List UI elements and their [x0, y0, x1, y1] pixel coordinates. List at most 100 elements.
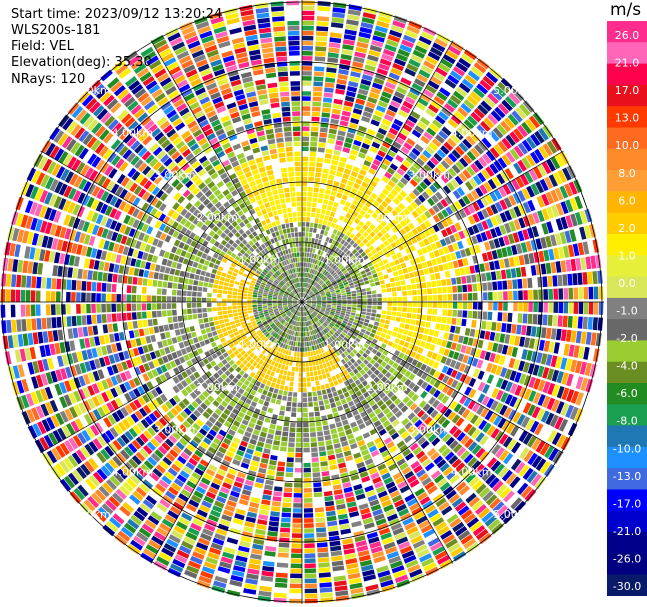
velocity-gate — [304, 272, 307, 278]
velocity-gate — [176, 474, 187, 483]
velocity-gate — [355, 286, 361, 290]
velocity-gate — [384, 278, 390, 284]
velocity-gate — [101, 391, 110, 403]
velocity-gate — [338, 348, 343, 355]
velocity-gate — [354, 488, 364, 496]
velocity-gate — [410, 110, 421, 120]
velocity-gate — [323, 329, 327, 334]
velocity-gate — [302, 282, 304, 287]
velocity-gate — [265, 314, 270, 319]
velocity-gate — [347, 322, 352, 327]
velocity-gate — [558, 246, 565, 259]
velocity-gate — [307, 283, 310, 289]
velocity-gate — [425, 55, 438, 66]
velocity-gate — [92, 471, 104, 484]
velocity-gate — [503, 235, 510, 246]
velocity-gate — [311, 263, 314, 269]
velocity-gate — [435, 134, 445, 144]
velocity-gate — [357, 550, 370, 557]
velocity-gate — [327, 393, 333, 399]
velocity-gate — [311, 296, 316, 299]
velocity-gate — [438, 444, 448, 454]
velocity-gate — [415, 234, 422, 242]
velocity-gate — [305, 295, 310, 299]
velocity-gate — [54, 398, 63, 411]
velocity-gate — [169, 360, 177, 368]
velocity-gate — [458, 209, 467, 219]
velocity-gate — [455, 250, 462, 259]
velocity-gate — [384, 136, 394, 145]
velocity-gate — [582, 316, 588, 330]
velocity-gate — [303, 282, 305, 288]
velocity-gate — [311, 345, 315, 351]
velocity-gate — [326, 260, 331, 266]
velocity-gate — [319, 456, 328, 462]
velocity-gate — [584, 225, 592, 239]
velocity-gate — [188, 476, 199, 485]
velocity-gate — [518, 255, 525, 266]
velocity-gate — [504, 96, 517, 108]
velocity-gate — [320, 229, 325, 235]
velocity-gate — [537, 394, 546, 406]
velocity-gate — [456, 446, 467, 457]
velocity-gate — [398, 109, 409, 118]
velocity-gate — [84, 460, 95, 473]
velocity-gate — [406, 182, 415, 191]
velocity-gate — [394, 410, 403, 418]
velocity-gate — [461, 53, 474, 65]
velocity-gate — [404, 521, 416, 531]
velocity-gate — [392, 95, 403, 104]
velocity-gate — [346, 367, 352, 373]
velocity-gate — [474, 144, 484, 155]
velocity-gate — [450, 342, 457, 351]
velocity-gate — [452, 443, 463, 454]
velocity-gate — [361, 181, 369, 189]
velocity-gate — [522, 361, 530, 373]
velocity-gate — [132, 388, 141, 398]
velocity-gate — [285, 328, 289, 333]
velocity-gate — [419, 116, 431, 126]
velocity-gate — [452, 293, 458, 301]
velocity-gate — [155, 386, 163, 395]
velocity-gate — [383, 387, 391, 395]
velocity-gate — [459, 363, 466, 372]
velocity-gate — [462, 354, 469, 364]
velocity-gate — [297, 306, 300, 311]
velocity-gate — [372, 476, 382, 484]
velocity-gate — [293, 310, 297, 315]
velocity-gate — [364, 436, 373, 444]
velocity-gate — [331, 206, 337, 213]
velocity-gate — [296, 422, 302, 428]
velocity-gate — [244, 583, 258, 590]
velocity-gate — [332, 265, 337, 270]
velocity-gate — [412, 483, 423, 493]
velocity-gate — [242, 366, 249, 372]
velocity-gate — [238, 467, 248, 474]
velocity-gate — [151, 535, 164, 546]
velocity-gate — [104, 445, 115, 457]
velocity-gate — [256, 524, 267, 531]
velocity-gate — [306, 222, 310, 227]
velocity-gate — [320, 240, 325, 246]
velocity-gate — [307, 197, 312, 202]
velocity-gate — [77, 432, 87, 445]
velocity-gate — [212, 505, 223, 513]
velocity-gate — [336, 293, 342, 297]
velocity-gate — [509, 131, 520, 144]
velocity-gate — [83, 374, 91, 385]
velocity-gate — [416, 515, 428, 525]
velocity-gate — [407, 266, 413, 273]
velocity-gate — [223, 331, 229, 337]
velocity-gate — [258, 415, 265, 422]
velocity-gate — [514, 500, 526, 514]
velocity-gate — [288, 329, 292, 335]
velocity-gate — [561, 372, 569, 385]
velocity-gate — [289, 588, 302, 594]
velocity-gate — [446, 367, 454, 376]
velocity-gate — [570, 359, 578, 373]
velocity-gate — [487, 113, 499, 125]
velocity-gate — [568, 302, 574, 314]
velocity-gate — [502, 436, 513, 448]
velocity-gate — [340, 54, 352, 61]
velocity-gate — [266, 326, 271, 331]
